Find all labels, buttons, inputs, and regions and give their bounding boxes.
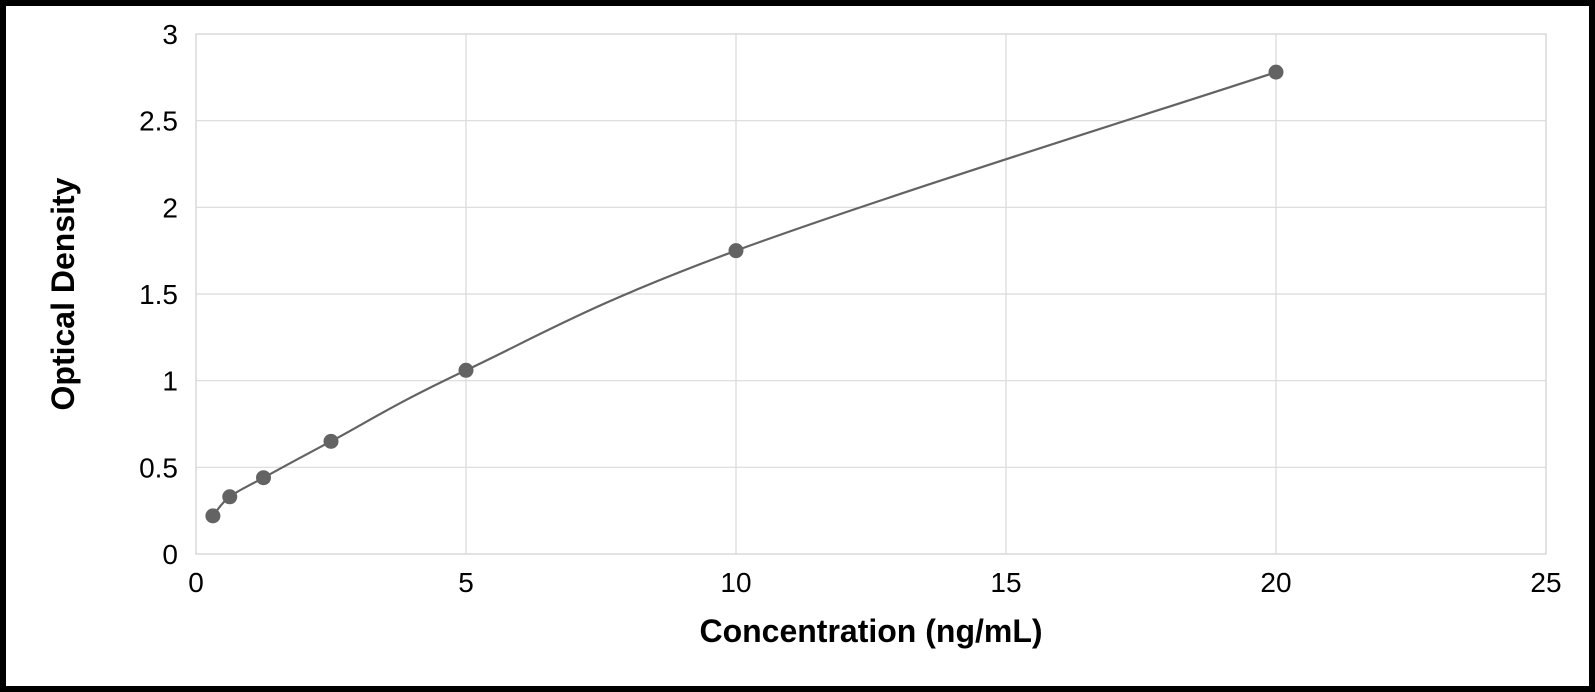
x-axis-title: Concentration (ng/mL)	[699, 613, 1042, 649]
y-tick-label: 0.5	[139, 452, 178, 483]
data-point	[222, 489, 237, 504]
y-tick-label: 2.5	[139, 106, 178, 137]
y-tick-label: 3	[162, 24, 178, 50]
data-point	[324, 434, 339, 449]
x-tick-label: 20	[1260, 567, 1291, 598]
data-point	[205, 508, 220, 523]
x-tick-label: 15	[990, 567, 1021, 598]
y-axis-title: Optical Density	[45, 177, 81, 410]
chart-outer-frame: 0 5 10 15 20 25 0 0.5 1 1.5 2 2.5 3 Concentration (ng…	[0, 0, 1595, 692]
data-point	[1269, 65, 1284, 80]
x-tick-label: 10	[720, 567, 751, 598]
x-tick-label: 0	[188, 567, 204, 598]
chart-container: 0 5 10 15 20 25 0 0.5 1 1.5 2 2.5 3 Concentration (ng…	[36, 24, 1566, 674]
y-tick-label: 1	[162, 366, 178, 397]
chart-svg: 0 5 10 15 20 25 0 0.5 1 1.5 2 2.5 3 Concentration (ng…	[36, 24, 1566, 674]
y-tick-label: 2	[162, 192, 178, 223]
y-tick-label: 0	[162, 539, 178, 570]
y-tick-label: 1.5	[139, 279, 178, 310]
data-point	[729, 243, 744, 258]
x-tick-label: 5	[458, 567, 474, 598]
data-point	[256, 470, 271, 485]
data-point	[459, 363, 474, 378]
x-tick-label: 25	[1530, 567, 1561, 598]
